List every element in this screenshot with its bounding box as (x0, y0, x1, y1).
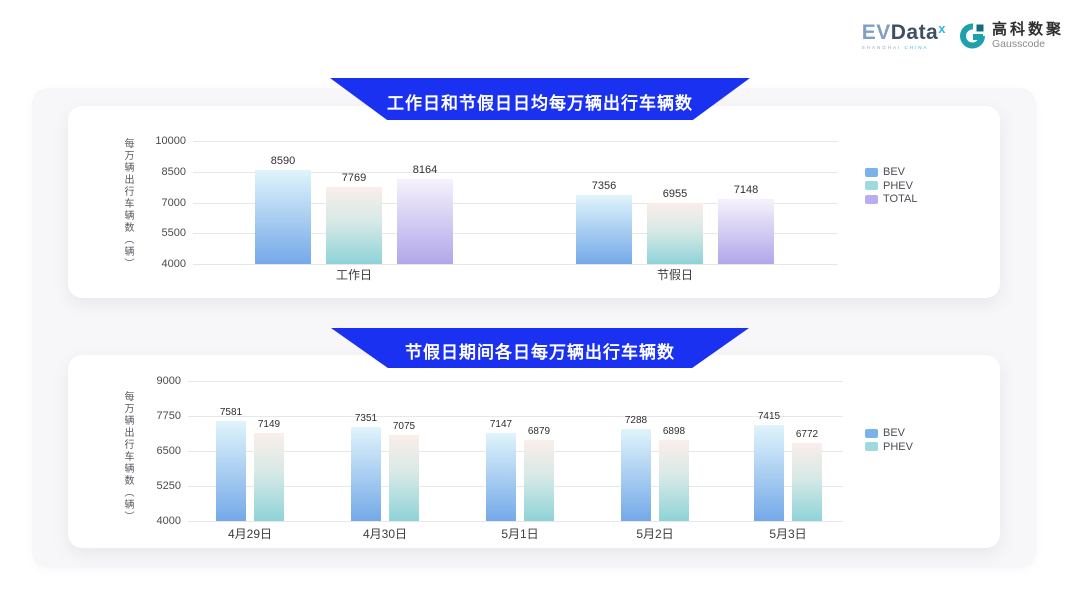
bar-phev-节假日[interactable] (647, 203, 703, 264)
gausscode-english-name: Gausscode (991, 38, 1046, 50)
gridline (193, 233, 838, 235)
chart1-title: 工作日和节假日日均每万辆出行车辆数 (387, 93, 693, 113)
bar-value-label: 7351 (354, 413, 378, 425)
legend-swatch-bev (865, 428, 878, 438)
evdata-wordmark: EVDatax (861, 20, 946, 44)
bar-phev-4月29日[interactable] (254, 432, 284, 521)
legend-item-total[interactable]: TOTAL (865, 193, 917, 205)
x-category-label: 5月2日 (636, 527, 674, 541)
bar-bev-4月29日[interactable] (216, 420, 246, 521)
legend-item-phev[interactable]: PHEV (865, 441, 913, 453)
y-tick-label: 5500 (161, 227, 186, 240)
bar-bev-5月1日[interactable] (486, 432, 516, 521)
bar-phev-5月3日[interactable] (792, 443, 822, 521)
bar-phev-4月30日[interactable] (389, 434, 419, 521)
legend-swatch-bev (865, 167, 878, 177)
evdata-superscript-x: x (938, 20, 946, 36)
gridline (193, 171, 838, 173)
gridline (193, 202, 838, 204)
bar-value-label: 7148 (733, 184, 759, 197)
bar-bev-4月30日[interactable] (351, 427, 381, 521)
bar-value-label: 7356 (591, 180, 617, 193)
bar-total-工作日[interactable] (397, 178, 453, 264)
workday-holiday-chart-card: 10000 8500 7000 5500 4000 每万辆出行车辆数（辆） 8590 7769… (68, 106, 1000, 298)
evdata-data-text: Data (890, 20, 939, 44)
x-category-label: 4月29日 (227, 527, 273, 541)
logo-row: EVDatax SHANGHAI CHINA 高科数聚 Gausscode (861, 20, 1064, 51)
legend-label-phev: PHEV (883, 440, 913, 453)
bar-phev-工作日[interactable] (326, 186, 382, 264)
bar-value-label: 6879 (527, 426, 551, 438)
y-tick-label: 6500 (156, 445, 181, 457)
bar-bev-5月3日[interactable] (754, 425, 784, 521)
gridline (193, 141, 838, 142)
evdata-logo: EVDatax SHANGHAI CHINA (861, 20, 946, 50)
y-axis-title: 每万辆出行车辆数（辆） (122, 138, 133, 270)
gridline (188, 521, 843, 522)
y-tick-label: 4000 (156, 515, 181, 527)
legend-item-bev[interactable]: BEV (865, 427, 905, 439)
legend-label-total: TOTAL (883, 193, 918, 205)
y-tick-label: 8500 (161, 165, 186, 178)
gridline (188, 381, 843, 382)
gausscode-text: 高科数聚 Gausscode (991, 21, 1064, 51)
bar-value-label: 7075 (392, 420, 416, 432)
bar-value-label: 6898 (662, 425, 686, 437)
bar-value-label: 7769 (341, 171, 367, 184)
x-category-label: 5月3日 (769, 527, 807, 541)
y-tick-label: 9000 (156, 375, 181, 387)
legend-item-phev[interactable]: PHEV (865, 180, 913, 192)
legend-swatch-phev (865, 442, 878, 451)
chart2-title-banner: 节假日期间各日每万辆出行车辆数 (331, 328, 749, 368)
y-tick-label: 4000 (161, 258, 186, 270)
y-tick-label: 7750 (156, 410, 181, 422)
bar-bev-节假日[interactable] (576, 195, 632, 264)
y-tick-label: 10000 (155, 135, 186, 147)
bar-value-label: 6955 (662, 188, 688, 201)
bar-value-label: 8590 (270, 154, 296, 167)
evdata-ev-text: EV (861, 20, 891, 44)
evdata-subtitle: SHANGHAI CHINA (862, 45, 929, 50)
legend-swatch-phev (865, 181, 878, 190)
bar-total-节假日[interactable] (718, 199, 774, 264)
legend-swatch-total (865, 194, 878, 204)
gausscode-logo-icon (960, 23, 985, 49)
legend-label-bev: BEV (883, 166, 906, 178)
bar-value-label: 7581 (219, 406, 243, 418)
gridline (193, 264, 838, 265)
bar-value-label: 7415 (757, 411, 781, 423)
bar-value-label: 7149 (257, 418, 281, 430)
bar-value-label: 7147 (489, 418, 513, 430)
bar-value-label: 7288 (624, 414, 648, 426)
evdata-china-text: CHINA (904, 44, 929, 50)
y-tick-label: 7000 (161, 196, 186, 209)
legend-label-bev: BEV (883, 427, 906, 439)
chart1-title-banner: 工作日和节假日日均每万辆出行车辆数 (330, 78, 750, 120)
gausscode-chinese-name: 高科数聚 (991, 21, 1064, 38)
x-category-label: 4月30日 (362, 527, 408, 541)
legend-label-phev: PHEV (883, 179, 913, 192)
bar-bev-工作日[interactable] (255, 169, 311, 264)
holiday-daily-chart-card: 9000 7750 6500 5250 4000 每万辆出行车辆数（辆） 7581 7149 4… (68, 355, 1000, 548)
x-category-label: 节假日 (656, 268, 693, 282)
evdata-shanghai-text: SHANGHAI (861, 44, 902, 50)
bar-value-label: 8164 (412, 163, 438, 176)
legend-item-bev[interactable]: BEV (865, 166, 905, 178)
x-category-label: 工作日 (335, 268, 372, 282)
gridline (188, 416, 843, 417)
x-category-label: 5月1日 (501, 527, 539, 541)
y-tick-label: 5250 (156, 480, 181, 492)
bar-phev-5月1日[interactable] (524, 440, 554, 521)
bar-phev-5月2日[interactable] (659, 439, 689, 521)
gausscode-logo: 高科数聚 Gausscode (960, 22, 1064, 50)
y-axis-title: 每万辆出行车辆数（辆） (122, 391, 133, 523)
bar-bev-5月2日[interactable] (621, 428, 651, 521)
bar-value-label: 6772 (795, 429, 819, 441)
chart2-title: 节假日期间各日每万辆出行车辆数 (405, 342, 675, 362)
